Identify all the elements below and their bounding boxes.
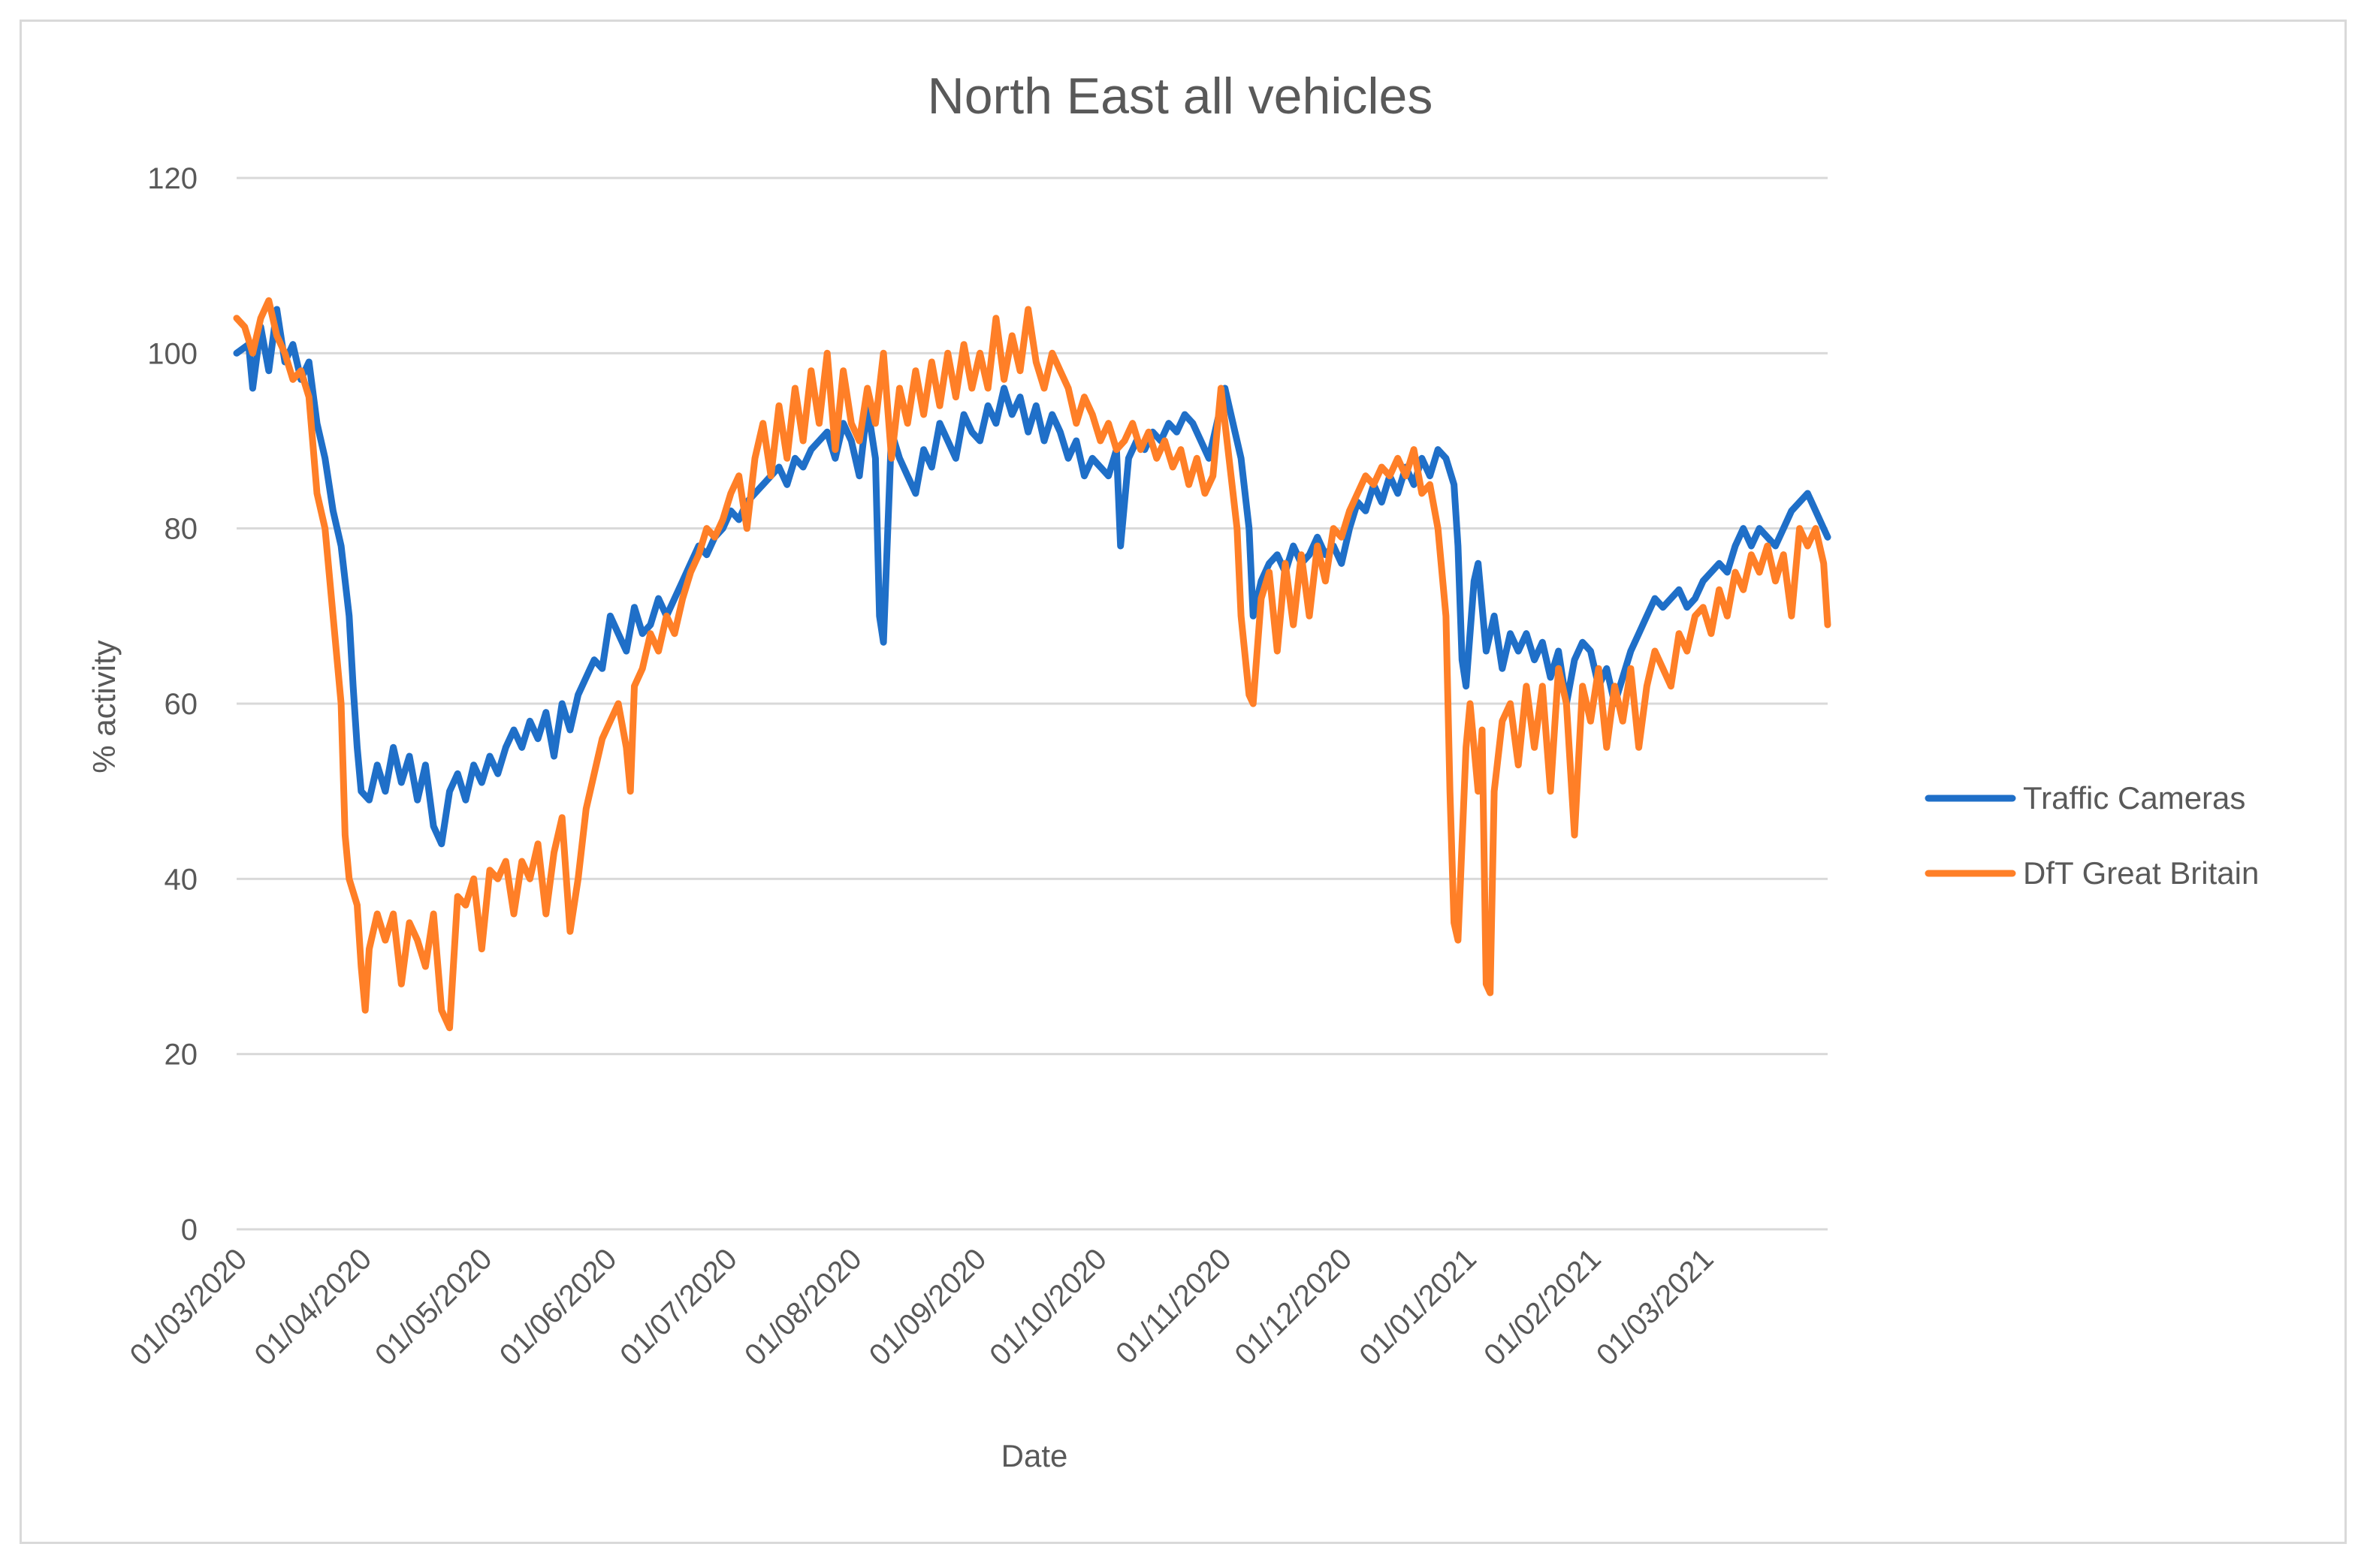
y-tick-label: 20 [165,1039,198,1072]
x-tick-label: 01/10/2020 [983,1242,1113,1372]
plot-area [233,297,1831,1032]
series-line-traffic-cameras [233,306,1831,848]
chart-frame: North East all vehicles 0 20 40 60 80 100 120 … [20,20,2347,1544]
x-tick-label: 01/12/2020 [1229,1242,1359,1372]
x-axis-title: Date [1001,1438,1068,1473]
x-tick-label: 01/11/2020 [1110,1242,1238,1370]
x-tick-label: 01/01/2021 [1353,1242,1483,1372]
series-line-dft-great-britain [233,297,1831,1032]
y-axis-title: % activity [86,640,122,773]
x-tick-label: 01/02/2021 [1478,1242,1608,1372]
x-axis-ticks: 01/03/202001/04/202001/05/202001/06/2020… [124,1242,1720,1372]
legend-label-dft-great-britain: DfT Great Britain [2023,855,2259,891]
y-tick-label: 0 [181,1214,198,1247]
x-tick-label: 01/05/2020 [369,1242,499,1372]
y-tick-label: 80 [165,513,198,546]
x-tick-label: 01/03/2020 [124,1242,254,1372]
y-tick-label: 120 [147,162,198,195]
y-tick-label: 60 [165,688,198,721]
chart-title: North East all vehicles [928,68,1433,125]
y-tick-label: 40 [165,863,198,896]
x-tick-label: 01/04/2020 [248,1242,378,1372]
legend: Traffic Cameras DfT Great Britain [1925,780,2259,891]
x-tick-label: 01/07/2020 [614,1242,744,1372]
x-tick-label: 01/09/2020 [863,1242,993,1372]
x-tick-label: 01/08/2020 [738,1242,868,1372]
y-tick-label: 100 [147,337,198,370]
x-tick-label: 01/06/2020 [494,1242,623,1372]
legend-item-dft-great-britain: DfT Great Britain [1925,855,2259,891]
legend-label-traffic-cameras: Traffic Cameras [2023,780,2245,816]
y-axis-ticks: 0 20 40 60 80 100 120 [147,162,198,1247]
x-tick-label: 01/03/2021 [1590,1242,1720,1372]
legend-item-traffic-cameras: Traffic Cameras [1925,780,2245,816]
chart-canvas: North East all vehicles 020406080100120 … [86,68,2259,1473]
